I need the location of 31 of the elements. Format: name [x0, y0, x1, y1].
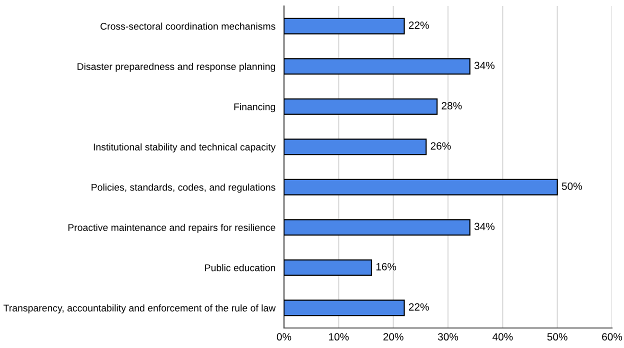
- x-tick-label: 40%: [492, 333, 513, 341]
- data-label: 16%: [376, 263, 396, 270]
- x-tick-label: 10%: [329, 333, 349, 341]
- bar: [284, 219, 470, 236]
- y-tick-label: Policies, standards, codes, and regulations: [92, 184, 276, 193]
- bar: [284, 178, 558, 196]
- data-label: 34%: [474, 222, 495, 230]
- data-label: 26%: [430, 142, 451, 150]
- x-tick-label: 30%: [438, 333, 458, 341]
- y-tick-label: Institutional stability and technical capacity: [94, 143, 276, 152]
- y-tick-label: Disaster preparedness and response planning: [78, 62, 276, 72]
- bar: [284, 98, 438, 115]
- data-label: 50%: [562, 182, 582, 190]
- y-tick-label: Public education: [205, 264, 276, 272]
- bar: [284, 18, 405, 34]
- y-tick-label: Cross-sectoral coordination mechanisms: [100, 22, 276, 30]
- x-tick-label: 60%: [602, 333, 622, 341]
- y-tick-label: Financing: [234, 103, 276, 112]
- bar: [284, 58, 470, 75]
- x-tick-label: 50%: [547, 333, 568, 341]
- bar: [284, 138, 427, 156]
- data-label: 22%: [408, 303, 429, 311]
- x-tick-label: 20%: [383, 333, 404, 341]
- x-tick-label: 0%: [276, 333, 292, 341]
- y-tick-label: Transparency, accountability and enforcement of the rule of law: [4, 304, 276, 314]
- bar: [284, 259, 372, 276]
- data-label: 22%: [408, 22, 429, 29]
- y-tick-label: Proactive maintenance and repairs for resilience: [68, 224, 276, 233]
- data-label: 34%: [474, 62, 495, 70]
- data-label: 28%: [442, 102, 462, 110]
- bar: [284, 300, 405, 316]
